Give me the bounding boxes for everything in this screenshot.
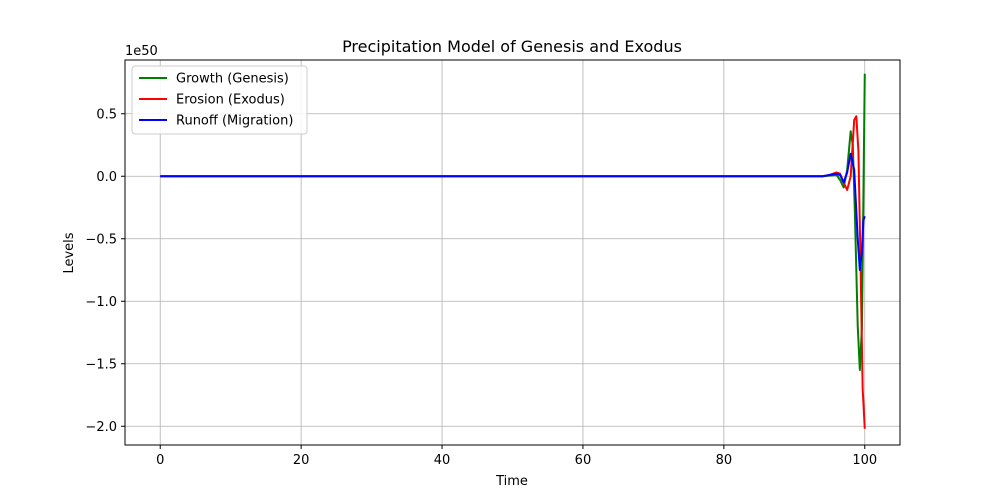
x-tick-label: 0 [156,453,164,468]
y-tick-label: −1.0 [85,295,117,310]
legend-box [131,65,308,135]
x-tick-label: 80 [716,453,733,468]
x-tick-label: 20 [293,453,310,468]
ticks-layer: 0 20 40 60 80 100 0.5 0.0 −0.5 −1.0 −1.5 −2.0 [85,107,877,468]
y-tick-label: −2.0 [85,420,117,435]
series-line-2 [160,115,866,429]
y-axis-label: Levels [62,232,77,273]
legend: Growth (Genesis) Erosion (Exodus) Runoff (… [131,65,308,135]
x-tick-label: 60 [575,453,592,468]
legend-label-1: Growth (Genesis) [176,72,289,87]
series-layer [160,73,866,429]
x-tick-label: 100 [852,453,877,468]
chart-title: Precipitation Model of Genesis and Exodu… [342,37,682,56]
series-line-3 [160,152,866,271]
y-offset-label: 1e50 [125,44,158,59]
y-tick-label: −1.5 [85,357,117,372]
plot-frame [124,59,901,446]
x-axis-label: Time [495,474,528,489]
y-tick-label: 0.0 [96,170,117,185]
y-tick-label: 0.5 [96,107,117,122]
legend-label-2: Erosion (Exodus) [176,93,285,108]
legend-label-3: Runoff (Migration) [176,114,293,129]
x-tick-label: 40 [434,453,451,468]
y-tick-label: −0.5 [85,232,117,247]
